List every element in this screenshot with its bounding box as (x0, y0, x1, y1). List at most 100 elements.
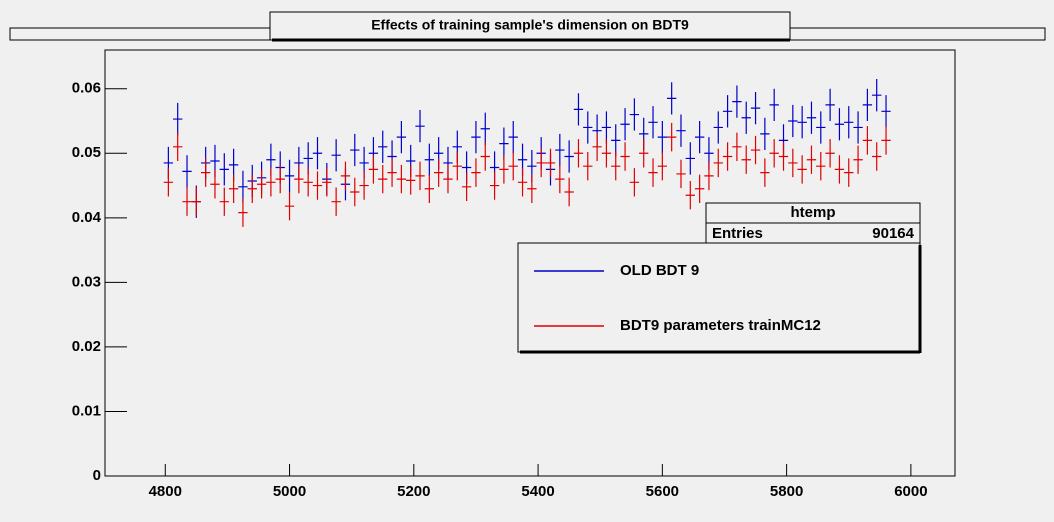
error-bar (406, 166, 416, 195)
error-bar (583, 111, 593, 144)
error-bar (853, 145, 863, 174)
error-bar (517, 168, 528, 197)
error-bar (173, 132, 183, 162)
error-bar (182, 187, 192, 216)
error-bar (434, 158, 444, 187)
error-bar (685, 181, 695, 210)
error-bar (378, 164, 388, 194)
error-bar (750, 91, 761, 125)
error-bar (592, 132, 602, 162)
x-tick-label: 5800 (770, 483, 803, 500)
title-box (269, 11, 791, 41)
error-bar (555, 133, 565, 167)
x-tick-label: 5200 (397, 483, 430, 500)
error-bar (769, 139, 779, 168)
error-bar (564, 177, 574, 207)
error-bar (732, 132, 742, 162)
error-bar (694, 174, 705, 203)
error-bar (163, 168, 174, 197)
y-tick-label: 0.03 (72, 273, 101, 290)
error-bar (667, 82, 677, 115)
error-bar (573, 93, 584, 126)
error-bar (722, 142, 733, 171)
stats-title: htemp (791, 204, 836, 221)
error-bar (480, 142, 490, 171)
error-bar (806, 101, 817, 134)
y-tick-label: 0.04 (72, 209, 102, 226)
error-bar (685, 142, 695, 175)
error-bar (387, 158, 397, 187)
y-tick-label: 0.05 (72, 144, 101, 161)
error-bar (760, 158, 770, 187)
error-bar (639, 139, 649, 168)
error-bar (629, 98, 640, 131)
error-bar (452, 151, 462, 181)
error-bar (611, 151, 621, 181)
error-bar (294, 164, 304, 194)
error-bar (788, 104, 798, 138)
error-bar (238, 198, 248, 227)
y-tick-label: 0 (93, 467, 101, 484)
error-bar (741, 101, 751, 134)
error-bar (834, 108, 845, 141)
error-bar (825, 88, 835, 121)
error-bar (825, 139, 835, 168)
error-bar (499, 155, 509, 184)
error-bar (182, 155, 192, 188)
error-bar (816, 111, 826, 144)
error-bar (396, 164, 407, 194)
error-bar (508, 121, 518, 154)
error-bar (331, 139, 341, 172)
error-bar (769, 88, 779, 121)
error-bar (480, 112, 490, 145)
error-bar (545, 148, 556, 178)
error-bar (303, 168, 313, 197)
error-bar (676, 159, 686, 189)
error-bar (722, 95, 733, 128)
error-bar (415, 110, 425, 143)
error-bar (750, 135, 761, 165)
error-bar (312, 171, 323, 200)
error-bar (340, 161, 351, 191)
y-tick-label: 0.01 (72, 402, 101, 419)
error-bar (862, 126, 873, 155)
error-bar (536, 148, 546, 178)
y-tick-label: 0.02 (72, 338, 101, 355)
legend: OLD BDT 9 BDT9 parameters trainMC12 (534, 262, 821, 334)
stats-label: Entries (712, 225, 763, 242)
error-bar (210, 170, 220, 199)
error-bar (284, 192, 295, 221)
error-bar (415, 161, 425, 191)
error-bar (629, 168, 640, 197)
error-bar (350, 177, 360, 207)
error-bar (350, 133, 360, 167)
error-bar (331, 187, 341, 216)
error-bar (219, 153, 229, 186)
error-bar (760, 117, 770, 151)
y-tick-label: 0.06 (72, 80, 101, 97)
error-bar (816, 151, 826, 181)
error-bar (601, 139, 612, 168)
error-bar (648, 106, 658, 139)
error-bar (844, 158, 854, 187)
error-bar (583, 151, 593, 181)
error-bar (657, 151, 668, 181)
error-bar (396, 121, 407, 154)
x-tick-label: 5000 (273, 483, 306, 500)
error-bar (173, 102, 183, 136)
error-bar (872, 142, 882, 171)
error-bar (312, 137, 323, 170)
error-bar (378, 130, 388, 163)
error-bar (200, 158, 211, 187)
error-bar (872, 79, 882, 112)
error-bar (322, 168, 332, 197)
error-bar (797, 106, 807, 139)
error-bar (564, 140, 574, 173)
error-bar (443, 164, 453, 194)
error-bar (461, 172, 472, 202)
error-bar (694, 121, 705, 154)
error-bar (667, 122, 677, 152)
error-bar (881, 95, 891, 128)
error-bar (806, 145, 817, 174)
x-tick-label: 5600 (646, 483, 679, 500)
